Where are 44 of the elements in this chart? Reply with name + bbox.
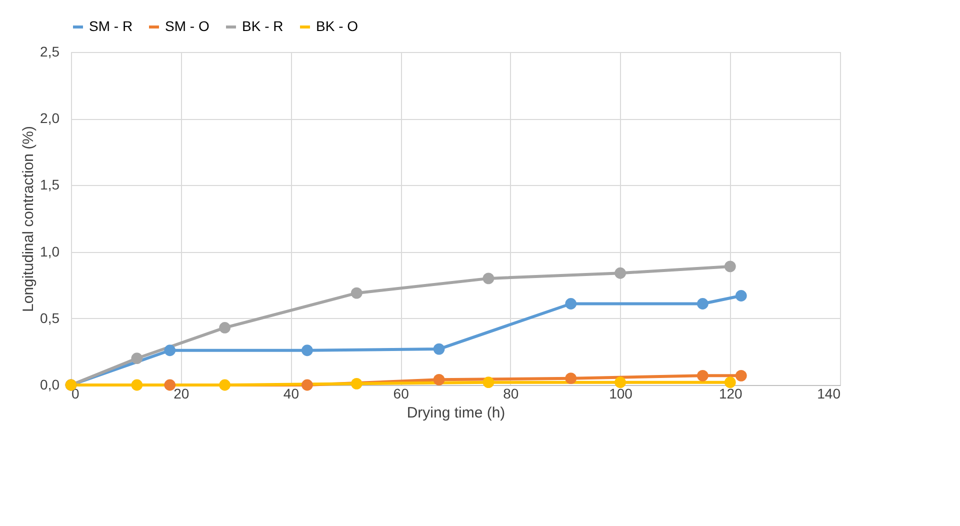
point	[350, 378, 362, 390]
point	[696, 370, 708, 382]
x-tick-label: 60	[393, 386, 410, 402]
legend-label: SM - R	[89, 18, 133, 34]
x-tick-label: 40	[283, 386, 300, 402]
point	[301, 344, 313, 356]
y-tick-label: 2,5	[40, 44, 60, 60]
legend-label: SM - O	[165, 18, 210, 34]
point	[219, 379, 230, 391]
x-tick-label: 0	[72, 386, 80, 402]
point	[164, 379, 176, 391]
y-axis-title: Longitudinal contraction (%)	[20, 126, 38, 312]
point	[565, 298, 577, 310]
x-tick-label: 140	[817, 386, 841, 402]
legend-label: BK - O	[316, 18, 358, 34]
y-tick-label: 1,5	[40, 176, 60, 193]
point	[131, 352, 143, 364]
point	[219, 322, 230, 334]
point	[735, 370, 747, 382]
y-tick-label: 2,0	[40, 110, 60, 126]
legend-label: BK - R	[242, 18, 284, 34]
x-tick-label: 100	[609, 386, 633, 402]
point	[131, 379, 143, 391]
point	[164, 344, 176, 356]
point	[433, 374, 445, 386]
point	[433, 343, 445, 355]
point	[696, 298, 708, 310]
point	[614, 376, 626, 388]
point	[735, 290, 747, 302]
x-tick-label: 20	[174, 386, 190, 402]
point	[565, 372, 577, 384]
point	[724, 376, 736, 388]
x-axis-title: Drying time (h)	[406, 404, 506, 422]
x-tick-label: 120	[718, 386, 743, 402]
x-tick-label: 80	[503, 386, 519, 402]
y-tick-label: 1,0	[40, 243, 60, 260]
point	[482, 272, 494, 284]
y-tick-label: 0,0	[40, 376, 60, 392]
point	[724, 260, 736, 272]
point	[614, 267, 626, 279]
y-tick-label: 0,5	[40, 310, 60, 326]
point	[482, 376, 494, 388]
point	[350, 287, 362, 299]
point	[301, 379, 313, 391]
